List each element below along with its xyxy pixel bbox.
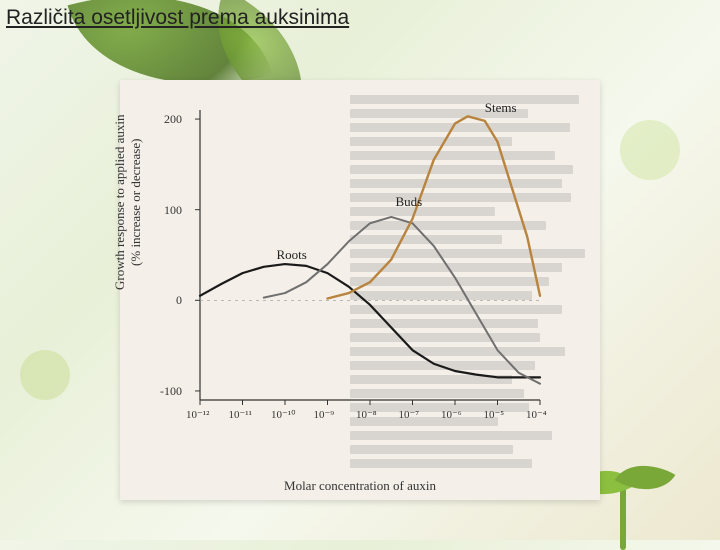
chart-plot-area	[190, 100, 550, 430]
series-label-buds: Buds	[396, 194, 423, 210]
x-axis-label: Molar concentration of auxin	[284, 478, 436, 494]
y-axis-label: Growth response to applied auxin(% incre…	[112, 115, 144, 290]
slide-title: Različita osetljivost prema auksinima	[6, 6, 349, 30]
series-label-roots: Roots	[277, 247, 307, 263]
series-label-stems: Stems	[485, 100, 517, 116]
auxin-chart: Growth response to applied auxin(% incre…	[120, 80, 600, 500]
